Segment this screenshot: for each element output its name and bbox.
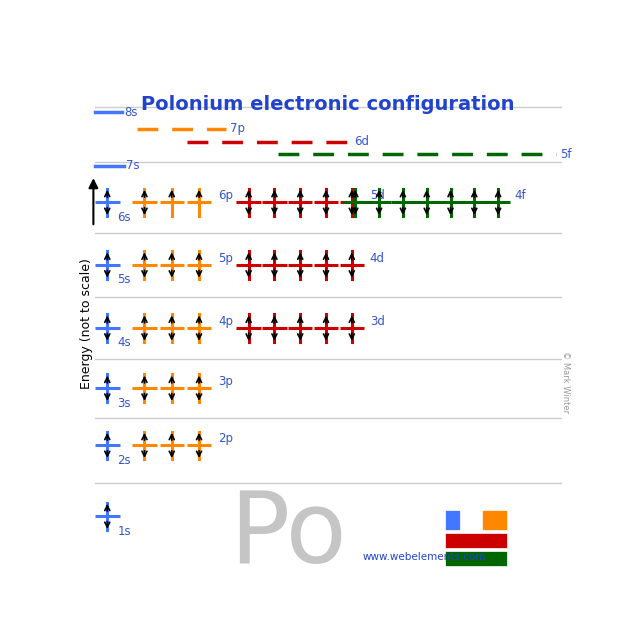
Bar xyxy=(482,511,507,530)
Bar xyxy=(445,511,460,530)
Text: 2s: 2s xyxy=(117,454,131,467)
Text: 5f: 5f xyxy=(560,148,572,161)
Text: Energy (not to scale): Energy (not to scale) xyxy=(80,258,93,388)
Text: 3s: 3s xyxy=(117,397,131,410)
Text: © Mark Winter: © Mark Winter xyxy=(561,351,570,413)
Text: 3p: 3p xyxy=(218,375,233,388)
Text: 4f: 4f xyxy=(515,189,527,202)
Text: 5d: 5d xyxy=(370,189,385,202)
Text: 5p: 5p xyxy=(218,252,233,265)
Text: 2p: 2p xyxy=(218,432,233,445)
Text: www.webelements.com: www.webelements.com xyxy=(363,552,486,562)
Text: 4d: 4d xyxy=(370,252,385,265)
Text: 7s: 7s xyxy=(126,159,140,172)
Text: 4p: 4p xyxy=(218,315,233,328)
Text: 6p: 6p xyxy=(218,189,233,202)
Text: Polonium electronic configuration: Polonium electronic configuration xyxy=(141,95,515,114)
Bar xyxy=(445,551,507,566)
Text: 1s: 1s xyxy=(117,525,131,538)
Text: 6s: 6s xyxy=(117,211,131,224)
Text: 6d: 6d xyxy=(355,135,369,148)
Bar xyxy=(445,532,507,548)
Text: Po: Po xyxy=(230,486,347,584)
Text: 4s: 4s xyxy=(117,337,131,349)
Text: 3d: 3d xyxy=(370,315,385,328)
Text: 7p: 7p xyxy=(230,122,245,135)
Text: 8s: 8s xyxy=(125,106,138,119)
Text: 5s: 5s xyxy=(117,273,131,286)
